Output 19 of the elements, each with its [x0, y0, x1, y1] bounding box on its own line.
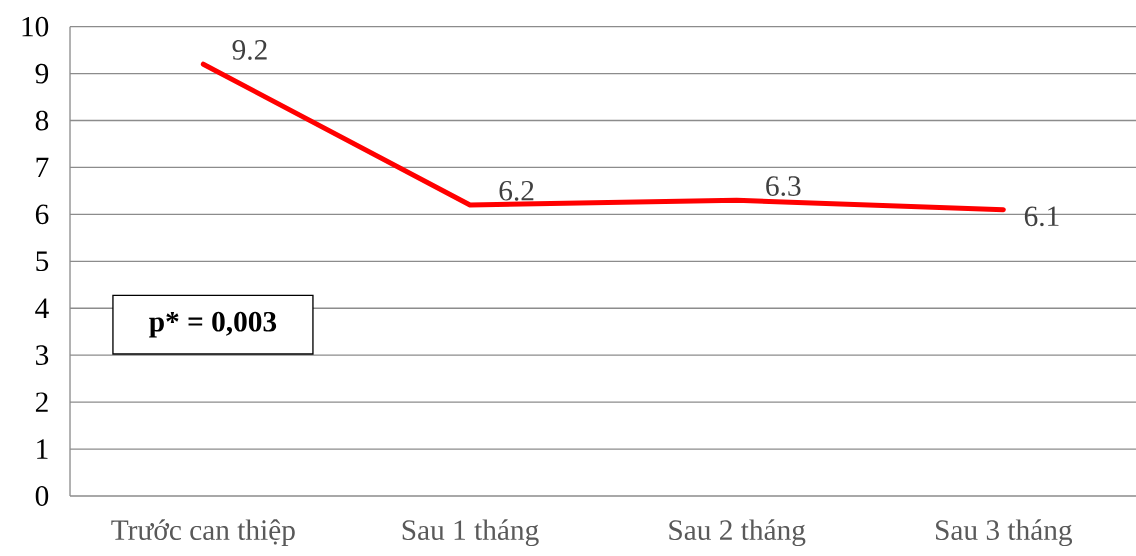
y-tick-label: 0: [35, 486, 49, 506]
x-tick-label: Sau 1 tháng: [402, 519, 539, 547]
data-label: 6.2: [499, 180, 534, 201]
x-tick-label: Trước can thiệp: [111, 519, 295, 547]
y-tick-label: 9: [35, 63, 49, 84]
data-label: 9.2: [232, 40, 267, 60]
y-tick-label: 3: [36, 345, 49, 366]
y-tick-label: 1: [37, 439, 48, 459]
y-tick-label: 2: [35, 392, 48, 412]
y-tick-label: 10: [22, 16, 49, 37]
y-tick-label: 4: [35, 298, 49, 318]
data-label: 6.3: [766, 176, 801, 197]
y-tick-label: 6: [35, 204, 49, 225]
y-tick-label: 7: [36, 157, 49, 178]
y-tick-label: 8: [35, 110, 49, 131]
x-tick-label: Sau 3 tháng: [936, 519, 1073, 547]
x-tick-label: Sau 2 tháng: [669, 519, 806, 547]
y-tick-label: 5: [36, 251, 49, 272]
annotation: p* = 0,003: [149, 311, 277, 338]
